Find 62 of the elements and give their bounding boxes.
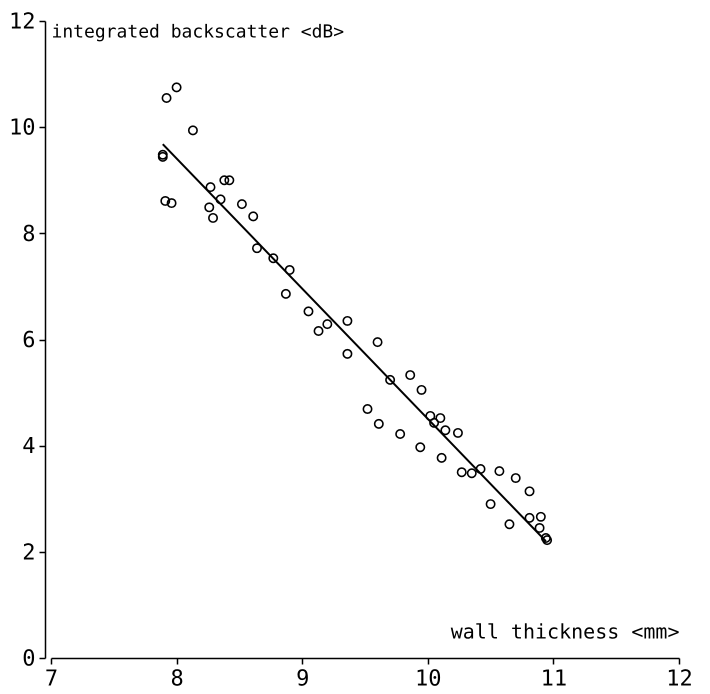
point bbox=[395, 429, 406, 439]
x-tick-label: 11 bbox=[540, 666, 568, 692]
point bbox=[216, 194, 226, 204]
point bbox=[204, 202, 214, 212]
point bbox=[456, 467, 467, 478]
point bbox=[314, 326, 324, 336]
point bbox=[284, 264, 295, 275]
point bbox=[252, 243, 262, 254]
point bbox=[429, 418, 440, 428]
y-tick-label: 10 bbox=[9, 116, 36, 141]
point bbox=[486, 499, 496, 510]
point bbox=[524, 486, 535, 496]
point bbox=[248, 211, 258, 222]
point bbox=[405, 370, 416, 380]
x-tick-label: 10 bbox=[415, 666, 442, 692]
point bbox=[224, 175, 234, 186]
point bbox=[425, 410, 436, 421]
point bbox=[166, 198, 177, 208]
point bbox=[342, 316, 352, 326]
point bbox=[322, 319, 332, 330]
point bbox=[510, 473, 521, 484]
point bbox=[303, 306, 314, 316]
y-tick-label: 8 bbox=[22, 222, 36, 247]
point bbox=[162, 92, 172, 103]
point bbox=[372, 337, 383, 348]
point bbox=[280, 288, 291, 299]
point bbox=[172, 82, 182, 92]
y-tick-label: 4 bbox=[22, 434, 36, 460]
point bbox=[416, 384, 427, 395]
point bbox=[362, 404, 372, 414]
point bbox=[415, 442, 426, 452]
point bbox=[534, 522, 545, 533]
x-tick-label: 9 bbox=[296, 666, 310, 692]
y-tick-label: 0 bbox=[22, 646, 36, 672]
x-tick-label: 7 bbox=[44, 666, 58, 692]
point bbox=[208, 212, 218, 223]
point bbox=[160, 196, 170, 206]
point bbox=[536, 512, 546, 522]
point bbox=[504, 519, 514, 530]
point bbox=[206, 182, 216, 192]
point bbox=[342, 348, 352, 359]
point bbox=[268, 253, 278, 264]
y-tick-label: 2 bbox=[22, 540, 36, 566]
point bbox=[219, 175, 230, 186]
point bbox=[435, 413, 446, 424]
point bbox=[236, 199, 247, 210]
x-tick-label: 8 bbox=[170, 666, 184, 692]
point bbox=[452, 428, 463, 438]
point bbox=[524, 512, 535, 523]
point bbox=[436, 452, 447, 463]
x-axis-title: wall thickness <mm> bbox=[450, 620, 680, 644]
y-tick-label: 6 bbox=[22, 328, 36, 353]
point bbox=[494, 466, 504, 476]
y-axis-title: integrated backscatter <dB> bbox=[52, 22, 344, 42]
point bbox=[188, 125, 198, 136]
x-tick-label: 12 bbox=[666, 666, 693, 692]
point bbox=[476, 464, 486, 474]
point bbox=[385, 374, 396, 385]
point bbox=[374, 418, 384, 429]
point bbox=[466, 468, 477, 478]
point bbox=[440, 425, 450, 436]
y-tick-label: 12 bbox=[9, 10, 36, 34]
